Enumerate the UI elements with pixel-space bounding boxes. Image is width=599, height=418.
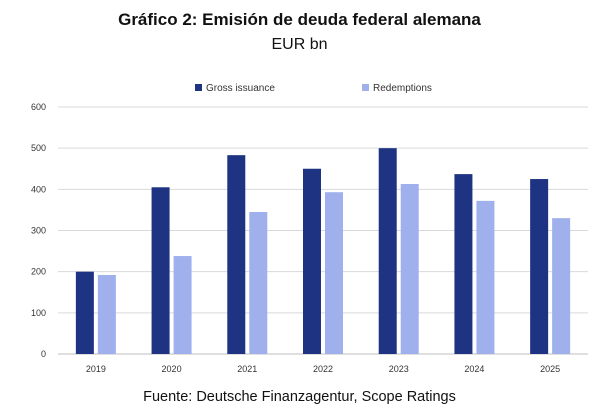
bar-redemptions-2023 bbox=[400, 183, 419, 354]
legend-swatch bbox=[362, 84, 369, 91]
bar-gross-issuance-2025 bbox=[530, 179, 549, 354]
bar-gross-issuance-2023 bbox=[378, 148, 397, 354]
bar-redemptions-2025 bbox=[552, 218, 571, 354]
bar-gross-issuance-2024 bbox=[454, 174, 473, 354]
bars bbox=[75, 148, 571, 354]
y-axis-ticks: 0 100 200 300 400 500 600 bbox=[31, 102, 46, 359]
bar-gross-issuance-2021 bbox=[227, 155, 246, 354]
y-tick-label: 300 bbox=[31, 226, 46, 236]
y-tick-label: 500 bbox=[31, 143, 46, 153]
bar-gross-issuance-2019 bbox=[75, 271, 94, 354]
y-tick-label: 400 bbox=[31, 184, 46, 194]
x-tick-label: 2020 bbox=[162, 364, 182, 374]
y-tick-label: 0 bbox=[41, 349, 46, 359]
bar-gross-issuance-2020 bbox=[151, 187, 170, 354]
y-tick-label: 100 bbox=[31, 308, 46, 318]
gridlines bbox=[58, 106, 588, 355]
x-tick-label: 2021 bbox=[237, 364, 257, 374]
legend-swatch bbox=[195, 84, 202, 91]
bar-gross-issuance-2022 bbox=[303, 168, 321, 354]
legend-label: Gross issuance bbox=[206, 83, 275, 94]
bar-redemptions-2019 bbox=[97, 274, 116, 354]
x-tick-label: 2025 bbox=[540, 364, 560, 374]
legend-label: Redemptions bbox=[373, 83, 432, 94]
legend: Gross issuance Redemptions bbox=[195, 83, 432, 94]
chart-subtitle: EUR bn bbox=[271, 36, 328, 53]
x-axis-ticks: 2019 2020 2021 2022 2023 2024 2025 bbox=[86, 364, 560, 374]
x-tick-label: 2023 bbox=[389, 364, 409, 374]
bar-redemptions-2024 bbox=[476, 200, 495, 354]
chart-source: Fuente: Deutsche Finanzagentur, Scope Ra… bbox=[143, 389, 456, 405]
x-tick-label: 2024 bbox=[464, 364, 484, 374]
chart-title: Gráfico 2: Emisión de deuda federal alem… bbox=[118, 10, 481, 29]
x-tick-label: 2022 bbox=[313, 364, 333, 374]
x-tick-label: 2019 bbox=[86, 364, 106, 374]
y-tick-label: 200 bbox=[31, 267, 46, 277]
bar-redemptions-2020 bbox=[173, 256, 192, 354]
y-tick-label: 600 bbox=[31, 102, 46, 112]
bar-redemptions-2022 bbox=[325, 192, 343, 354]
bar-redemptions-2021 bbox=[249, 211, 268, 354]
